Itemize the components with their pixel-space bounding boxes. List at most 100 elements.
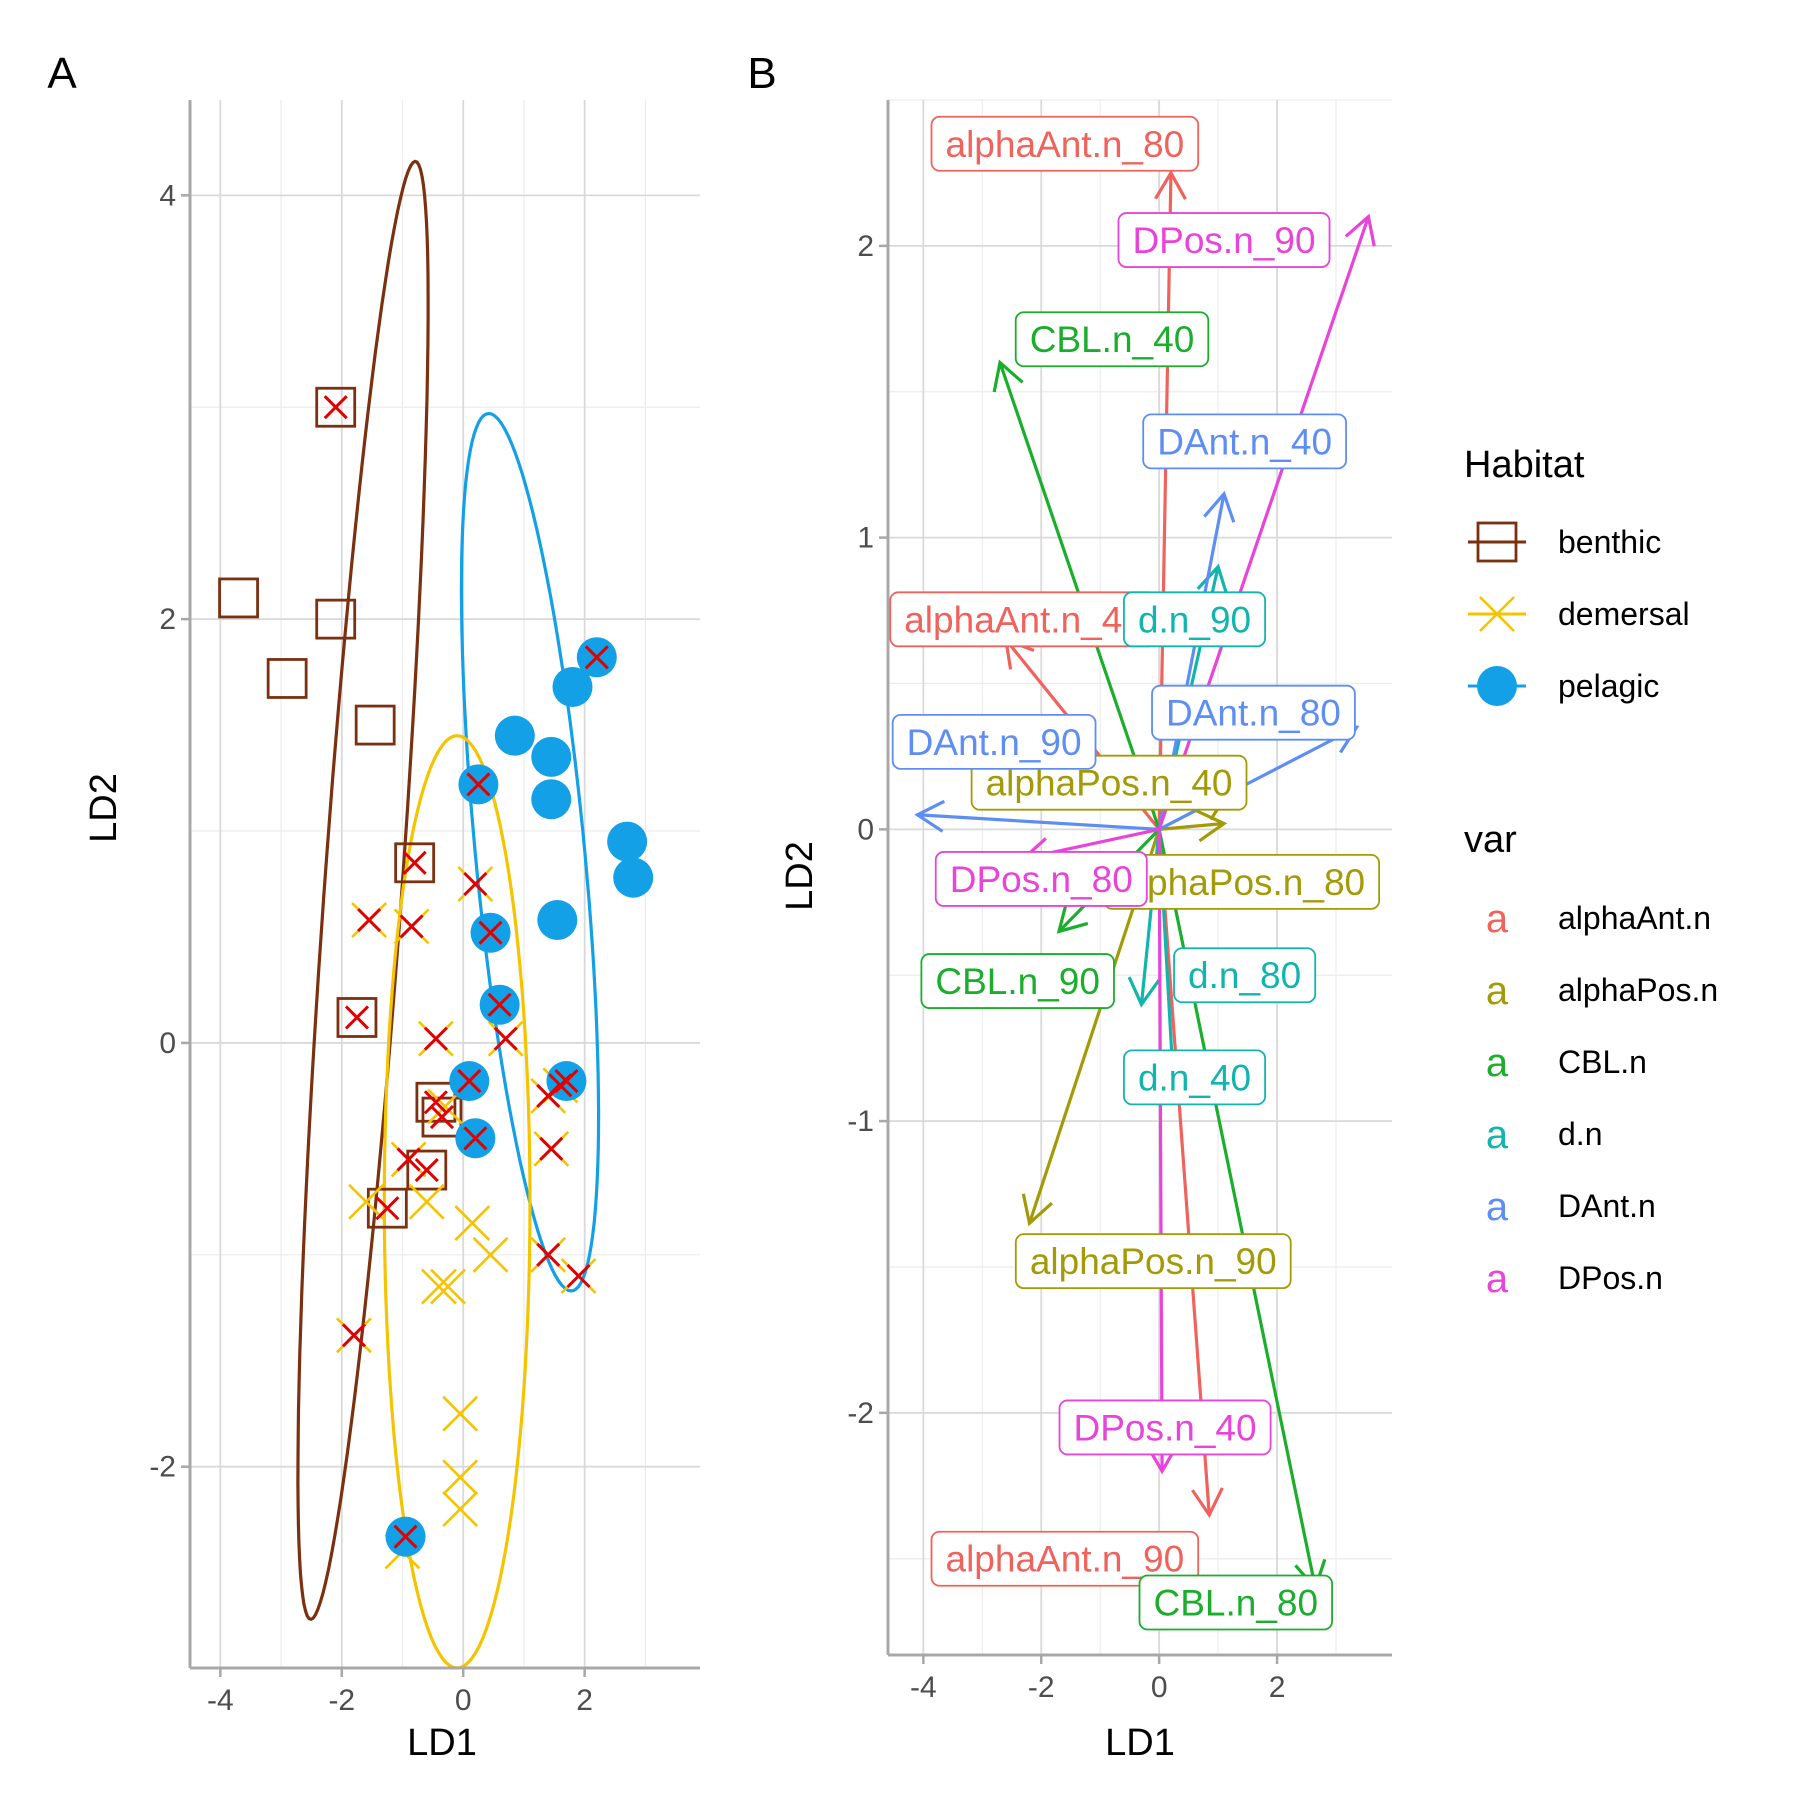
vector-label-box: [1014, 1233, 1292, 1290]
panel-a-axes: -4 -2 0 2 -2 0 2 4: [149, 100, 700, 1717]
var-legend-label: alphaPos.n: [1558, 972, 1718, 1008]
point-benthic: [315, 598, 357, 640]
vector-label-DPos.n_40: DPos.n_40: [1058, 1399, 1272, 1456]
vector-label-text: CBL.n_90: [935, 961, 1100, 1002]
vector-label-alphaPos.n_90: alphaPos.n_90: [1014, 1233, 1292, 1290]
vector-alphaPos.n_80: [1159, 821, 1225, 831]
point-pelagic: [531, 736, 572, 777]
panel-a-y-axis-title: LD2: [83, 773, 125, 843]
misclassified-marker: [357, 907, 382, 933]
misclassified-marker: [393, 1524, 418, 1549]
habitat-legend: Habitat benthic demersal pelagic: [1464, 444, 1690, 706]
var-legend-key-glyph: a: [1486, 1257, 1509, 1301]
misclassified-marker: [396, 1147, 421, 1172]
point-benthic: [406, 1149, 448, 1191]
var-legend-item-CBL.n: a CBL.n: [1486, 1041, 1647, 1085]
var-legend-key-glyph: a: [1486, 1041, 1509, 1085]
misclassified-marker: [539, 1136, 564, 1161]
vector-label-text: d.n_80: [1188, 955, 1301, 996]
vector-DPos.n_40: [1157, 829, 1164, 1472]
misclassified-marker: [566, 1263, 591, 1289]
point-demersal: [430, 1268, 466, 1305]
panel-b-y-tick-label: 0: [857, 813, 874, 846]
misclassified-marker: [423, 1090, 448, 1115]
misclassified-marker: [375, 1196, 400, 1221]
panel-a-x-axis-title: LD1: [407, 1722, 477, 1764]
vector-label-DAnt.n_90: DAnt.n_90: [891, 713, 1097, 770]
point-benthic: [218, 577, 259, 619]
vector-label-box: [891, 713, 1097, 770]
vector-label-box: [1151, 684, 1356, 741]
panel-a-y-tick-label: 0: [159, 1027, 176, 1060]
panel-a-x-tick-label: 2: [576, 1684, 593, 1717]
habitat-legend-title: Habitat: [1464, 444, 1585, 486]
habitat-legend-item-benthic: benthic: [1468, 521, 1661, 563]
point-benthic: [394, 842, 436, 884]
misclassified-marker: [554, 1068, 579, 1094]
point-demersal: [348, 1183, 384, 1220]
var-legend-label: DPos.n: [1558, 1260, 1663, 1296]
misclassified-marker: [429, 1105, 455, 1130]
vector-label-CBL.n_80: CBL.n_80: [1138, 1574, 1333, 1631]
arrowhead-d.n_90: [1196, 563, 1229, 596]
panel-a-x-tick-label: -2: [328, 1684, 355, 1717]
misclassified-marker: [423, 1026, 448, 1051]
vector-label-alphaAnt.n_80: alphaAnt.n_80: [930, 115, 1200, 172]
vector-label-text: DAnt.n_80: [1166, 693, 1341, 734]
var-legend: var a alphaAnt.n a alphaPos.n a CBL.n a d.n a DAn…: [1464, 819, 1718, 1301]
vector-label-CBL.n_90: CBL.n_90: [920, 953, 1115, 1009]
habitat-legend-item-pelagic: pelagic: [1468, 666, 1659, 706]
vector-label-text: DPos.n_80: [950, 859, 1133, 900]
vector-label-DAnt.n_40: DAnt.n_40: [1142, 413, 1347, 470]
vector-DAnt.n_90: [917, 813, 1160, 831]
panel-b-axes: -4 -2 0 2 -2 -1 0 1 2: [847, 100, 1392, 1704]
point-benthic: [366, 1187, 408, 1229]
vector-label-d.n_40: d.n_40: [1123, 1049, 1267, 1106]
point-pelagic: [613, 857, 654, 898]
point-pelagic: [607, 821, 648, 862]
habitat-legend-label: pelagic: [1558, 668, 1659, 704]
panel-b-x-tick-label: 0: [1151, 1671, 1168, 1704]
var-legend-item-alphaPos.n: a alphaPos.n: [1486, 969, 1718, 1013]
vector-label-text: DPos.n_40: [1074, 1407, 1257, 1448]
arrowhead-CBL.n_40: [992, 359, 1024, 393]
misclassified-marker: [341, 1323, 366, 1348]
panel-b-x-tick-label: -2: [1028, 1671, 1055, 1704]
vector-label-box: [930, 1530, 1200, 1587]
var-legend-key-glyph: a: [1486, 1113, 1509, 1157]
vector-label-box: [1142, 413, 1347, 470]
habitat-legend-label: demersal: [1558, 596, 1690, 632]
vector-label-alphaAnt.n_40: alphaAnt.n_40: [889, 591, 1158, 648]
panel-b-vector-labels: alphaAnt.n_80 alphaAnt.n_40 alphaAnt.n_90 a…: [889, 115, 1381, 1631]
panel-a-x-tick-label: -4: [207, 1684, 234, 1717]
var-legend-key-glyph: a: [1486, 897, 1509, 941]
vector-label-text: alphaPos.n_90: [1030, 1241, 1277, 1282]
vector-label-DPos.n_80: DPos.n_80: [934, 851, 1148, 907]
panel-b-x-tick-label: -4: [910, 1671, 937, 1704]
misclassified-marker: [536, 1242, 561, 1267]
panel-b-y-tick-label: 1: [857, 522, 874, 555]
panel-b-x-tick-label: 2: [1269, 1671, 1286, 1704]
arrowhead-alphaPos.n_80: [1196, 809, 1228, 843]
vector-label-box: [1123, 1049, 1267, 1106]
panel-a-y-tick-label: 4: [159, 179, 176, 212]
vector-label-box: [1117, 212, 1331, 268]
legend-key-cross: [1479, 596, 1515, 632]
panel-b-y-tick-label: -1: [847, 1105, 874, 1138]
misclassified-marker: [402, 850, 427, 875]
point-demersal: [442, 1491, 479, 1527]
var-legend-label: CBL.n: [1558, 1044, 1647, 1080]
misclassified-marker: [466, 772, 491, 797]
vector-label-box: [1123, 591, 1267, 648]
arrowhead-alphaAnt.n_90: [1191, 1487, 1224, 1519]
vector-label-CBL.n_40: CBL.n_40: [1014, 311, 1210, 368]
vector-label-text: alphaPos.n_80: [1118, 862, 1365, 903]
var-legend-item-DAnt.n: a DAnt.n: [1486, 1185, 1656, 1229]
panel-a-grid: [190, 100, 700, 1668]
arrowhead-d.n_80: [1127, 976, 1161, 1008]
arrowhead-alphaAnt.n_80: [1154, 169, 1187, 200]
var-legend-item-DPos.n: a DPos.n: [1486, 1257, 1663, 1301]
vector-label-text: CBL.n_80: [1154, 1582, 1319, 1623]
